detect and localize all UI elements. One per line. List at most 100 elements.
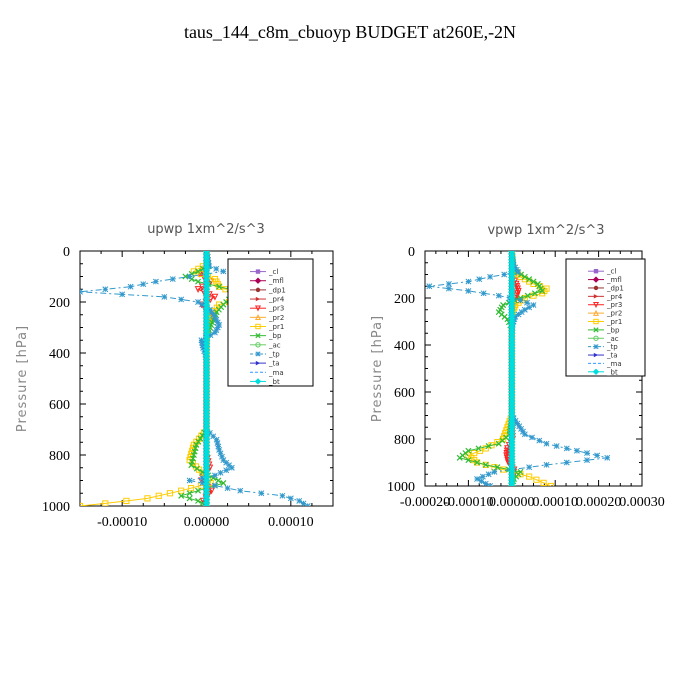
series-tp-point (445, 280, 452, 287)
series-tp-point (521, 306, 528, 313)
series-bp-point (485, 443, 492, 450)
series-tp-point (518, 309, 525, 316)
series-tp-point (514, 420, 521, 427)
legend-label: _pr2 (606, 310, 622, 318)
legend-marker (255, 323, 261, 330)
series-bp-point (474, 459, 481, 466)
series-pr1-point (530, 292, 537, 299)
series-tp-point (465, 287, 472, 294)
y-tick-label: 400 (394, 339, 415, 354)
series-bp-point (197, 435, 204, 442)
series-pr1-point (166, 490, 174, 497)
series-bp-point (186, 495, 193, 502)
legend-label: _dp1 (606, 284, 624, 292)
series-pr3-point (208, 487, 215, 495)
series-bp-point (531, 290, 538, 297)
legend-marker (593, 268, 599, 274)
series-pr1-point (547, 482, 554, 486)
series-bp-point (456, 454, 463, 461)
series-pr1-point (533, 476, 540, 483)
series-tp-point (186, 477, 193, 484)
series-tp-point (482, 480, 489, 486)
legend-marker (592, 309, 600, 316)
series-tp-point (220, 268, 227, 275)
series-tp-point (207, 332, 214, 339)
series-tp-point (214, 324, 221, 331)
legend-marker (254, 277, 262, 284)
series-tp-point (515, 269, 522, 276)
legend-label: _ma (268, 369, 284, 377)
series-tp-point (199, 474, 206, 481)
series-layer (426, 251, 611, 486)
legend-label: _bp (606, 326, 620, 334)
legend-label: _cl (606, 268, 616, 276)
x-tick-label: 0.00010 (268, 515, 314, 530)
x-tick-label: -0.00010 (443, 495, 493, 510)
legend-label: _ma (606, 360, 622, 368)
series-tp-point (521, 431, 528, 438)
series-tp-point (210, 311, 217, 318)
series-bt-point (202, 502, 211, 506)
series-pr1-point (216, 283, 223, 290)
series-tp-point (195, 299, 202, 305)
legend-marker (255, 269, 261, 274)
legend-label: _tp (606, 343, 618, 351)
series-bp-point (188, 462, 195, 469)
series-tp-point (217, 469, 224, 476)
series-tp-point (476, 276, 483, 283)
series-tp-point (208, 309, 215, 316)
legend-label: _ta (268, 360, 280, 368)
series-tp-point (102, 286, 109, 293)
series-pr1-point (482, 461, 489, 468)
y-tick-label: 0 (63, 245, 70, 260)
legend-marker (593, 352, 599, 358)
legend-marker (593, 327, 599, 333)
series-tp-line (80, 251, 308, 506)
series-tp-point (563, 445, 570, 452)
series-tp-point (300, 500, 307, 506)
legend-marker (255, 360, 261, 366)
series-tp-point (228, 464, 235, 471)
series-bp-point (178, 492, 185, 499)
series-tp-point (279, 492, 286, 499)
series-tp-point (217, 450, 224, 457)
legend: _cl_mfl_dp1_pr4_pr3_pr2_pr1_bp_ac_tp_ta_… (227, 258, 314, 387)
series-pr1-point (540, 479, 547, 486)
series-tp-point (199, 342, 206, 349)
series-tp-point (529, 434, 536, 441)
series-tp-point (200, 344, 207, 351)
legend-marker (593, 294, 599, 299)
series-bp-point (530, 278, 537, 285)
series-tp-point (169, 276, 176, 283)
y-tick-label: 0 (408, 245, 415, 260)
series-tp-point (223, 459, 230, 466)
series-tp-point (211, 482, 218, 489)
legend-marker (254, 314, 262, 321)
series-pr1-point (473, 459, 481, 466)
y-tick-label: 1000 (387, 480, 415, 495)
series-tp-point (296, 497, 303, 504)
chart-title: vpwp 1xm^2/s^3 (487, 223, 604, 238)
series-tp-point (199, 480, 206, 487)
y-tick-label: 200 (49, 296, 70, 311)
series-bp-point (195, 497, 202, 504)
series-bp-point (482, 461, 489, 468)
series-tp-point (119, 291, 126, 298)
series-pr3-point (211, 293, 219, 301)
series-tp-point (237, 487, 244, 494)
series-tp-point (478, 478, 485, 485)
series-tp-point (526, 464, 533, 471)
x-tick-label: 0.00030 (619, 495, 665, 510)
legend-label: _cl (268, 268, 278, 276)
series-bp-point (521, 273, 528, 280)
chart-title: upwp 1xm^2/s^3 (147, 222, 265, 237)
series-tp-point (543, 461, 550, 468)
series-tp-point (216, 446, 223, 453)
series-tp-point (140, 281, 147, 288)
series-tp-point (226, 462, 232, 469)
legend-marker (255, 342, 261, 348)
series-pr1-point (178, 487, 185, 494)
series-tp-point (526, 304, 533, 311)
series-tp-point (80, 288, 83, 295)
series-bp-point (524, 292, 531, 299)
